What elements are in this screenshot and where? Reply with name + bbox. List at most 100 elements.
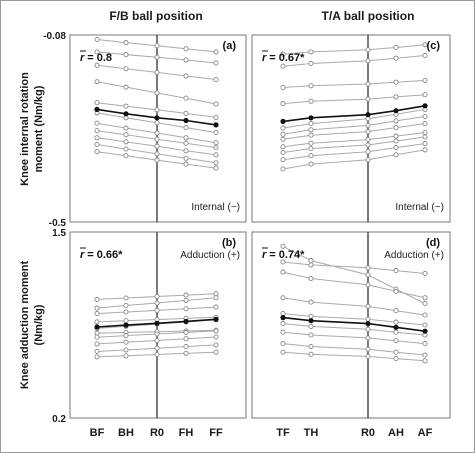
panel-d-subject-point [280,341,286,347]
panel-d-subject-point [308,351,314,357]
panel-d-mean-point [308,318,314,324]
panel-c-subject-point [422,121,428,127]
panel-a-subject-point [123,146,129,152]
panel-a-subject-point [154,143,160,149]
panel-d-frame [251,231,451,419]
panel-c-subject-line-3 [282,94,426,105]
panel-c-mean-point [393,108,399,114]
panel-c-subject-point [280,101,286,107]
panel-d-subject-line-5 [282,323,426,336]
panel-c-subject-point [280,157,286,163]
panel-b-subject-point [213,328,219,334]
panel-d-subject-point [422,270,428,277]
panel-b-subject-point [154,351,160,358]
panel-b-subject-point [123,333,129,339]
panel-a-subject-point [183,46,189,52]
panel-c-subject-point [308,121,314,127]
panel-d-subject-point [422,358,428,364]
panel-b-subject-point [94,311,100,317]
panel-a-subject-point [94,36,100,43]
panel-b-r-text: = 0.66* [87,249,123,261]
panel-d-plot: (d) r = 0.74* Adduction (+) [262,232,444,418]
panel-a-subject-point [123,139,129,145]
panel-a-mean-point [123,111,129,117]
panel-a-subject-point [183,148,189,154]
panel-d-r-value: r = 0.74* [262,249,305,261]
panel-a-subject-point [183,135,189,141]
panel-c-subject-point [280,125,286,131]
panel-b-subject-point [154,307,160,313]
panel-d-subject-point [308,332,314,338]
panel-d-subject-point [365,272,371,278]
panel-b-mean-point [183,318,189,324]
panel-a-subject-point [183,161,189,167]
panel-a-frame [69,34,247,223]
panel-b-mean-point [213,316,219,322]
panel-d-subject-point [422,352,428,358]
panel-a-subject-point [154,130,160,136]
panel-b-mean-point [94,324,100,330]
panel-d-mean-line [282,316,426,332]
panel-a-subject-point [183,73,189,79]
panel-c-mean-point [365,112,371,118]
panel-b-subject-point [94,348,100,355]
panel-a-subject-point [154,151,160,157]
panel-d-subject-point [422,322,428,328]
panel-d-subject-line-6 [282,331,426,345]
panel-c-subject-point [308,60,314,67]
panel-b-mean-point [154,320,160,326]
panel-d-r-text: = 0.74* [269,249,305,261]
panel-d-subject-point [280,269,286,275]
panel-d: (d) r = 0.74* Adduction (+) [251,231,451,419]
panel-c-subject-line-6 [282,123,426,140]
panel-c-subject-line-8 [282,136,426,153]
panel-c-subject-point [365,122,371,128]
panel-c-subject-point [280,84,286,91]
panel-c-subject-point [422,92,428,98]
panel-c-subject-point [422,77,428,83]
panel-a-subject-point [94,128,100,134]
panel-c-subject-point [365,96,371,102]
panel-d-subject-point [365,265,371,271]
panel-c-subject-point [365,142,371,148]
panel-b-r-symbol: r [80,249,85,261]
panel-c-subject-point [308,145,314,152]
panel-a-subject-point [94,135,100,141]
panel-a-subject-point [154,90,160,96]
panel-a-subject-point [123,125,129,131]
panel-d-subject-point [393,356,399,362]
panel-a-ytick-top: -0.08 [43,31,66,42]
panel-b-mean-point [123,322,129,328]
panel-c-subject-point [422,113,428,120]
panel-d-subject-point [308,258,314,264]
panel-d-subject-point [280,259,286,265]
panel-b-direction-note: Adduction (+) [180,250,240,261]
panel-a-subject-point [94,100,100,106]
panel-b-subject-point [154,337,160,344]
panel-d-subject-point [308,275,314,282]
panel-b-subject-point [123,347,129,353]
panel-b-subject-point [183,350,189,356]
panel-b-plot: (b) r = 0.66* Adduction (+) 1.5 0.2 [52,228,240,425]
panel-a-subject-point [183,57,189,63]
panel-a-subject-point [123,153,129,159]
panel-c-subject-point [308,127,314,133]
panel-c-subject-point [393,152,399,158]
panel-b-subject-point [94,341,100,347]
panel-c-mean-point [308,115,314,121]
panel-d-mean-point [393,324,399,330]
panel-b-subject-point [94,296,100,302]
panel-c-mean-point [422,103,428,109]
panel-b-subject-point [213,349,219,355]
panel-d-subject-point [308,299,314,305]
panel-a-subject-point [123,103,129,109]
panel-a-subject-point [154,136,160,142]
x-category-fb-bf: BF [90,427,105,439]
panel-d-subject-point [365,303,371,309]
panel-d-subject-point [280,321,286,327]
panel-a-mean-point [183,117,189,124]
panel-d-mean-point [422,328,428,334]
panel-c-subject-point [393,145,399,151]
panel-a-subject-point [213,165,219,171]
